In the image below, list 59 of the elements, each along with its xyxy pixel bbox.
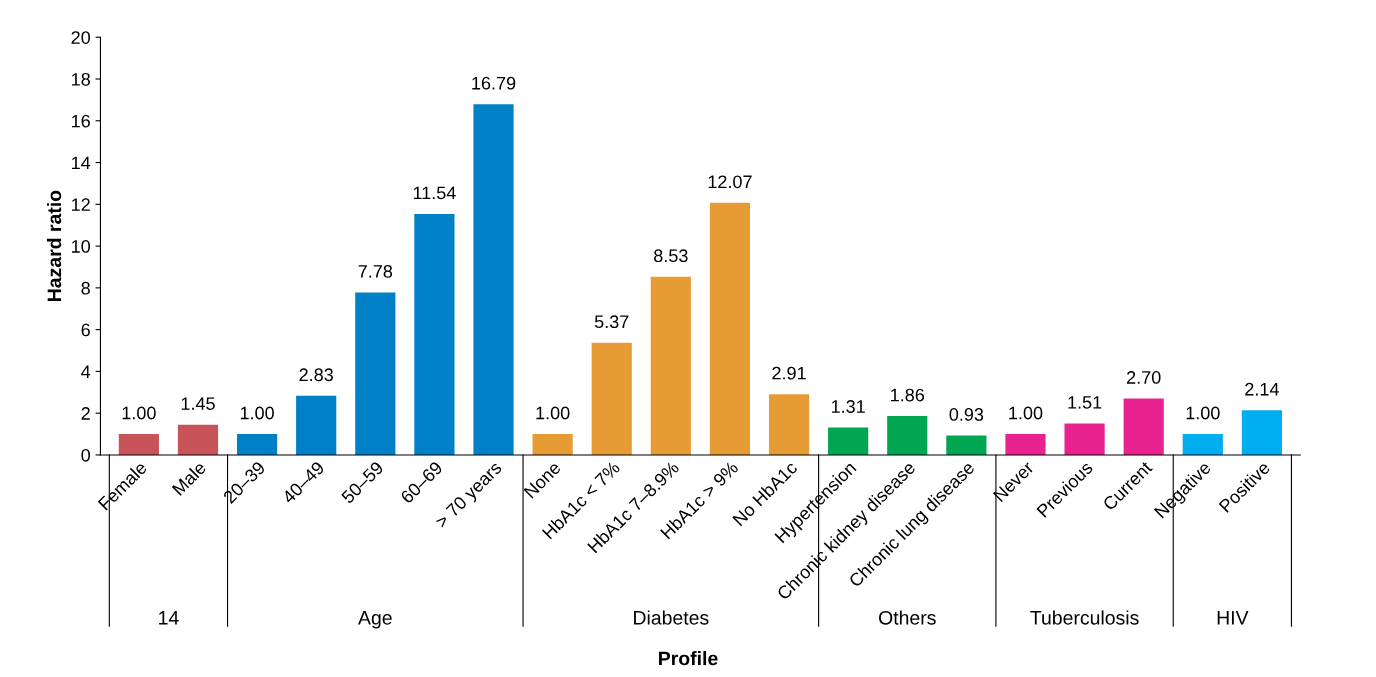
- bar: [1005, 434, 1046, 455]
- bar: [768, 394, 810, 455]
- data-label: 11.54: [413, 186, 456, 200]
- data-label: 1.00: [536, 406, 570, 420]
- y-tick-label: 10: [72, 240, 91, 253]
- bar: [473, 104, 514, 455]
- data-label: 12.07: [708, 175, 752, 189]
- data-label: 2.70: [1127, 371, 1161, 384]
- data-label: 1.31: [831, 400, 865, 413]
- y-tick-label: 12: [72, 198, 90, 211]
- text: HIV: [1217, 611, 1249, 625]
- data-label: 2.83: [299, 368, 333, 382]
- data-label: 2.14: [1245, 382, 1279, 396]
- y-tick-label: 0: [81, 448, 91, 462]
- bar: [414, 213, 455, 455]
- data-label: 1.00: [240, 406, 274, 420]
- bar: [591, 342, 632, 455]
- bar: [118, 434, 159, 455]
- y-tick-label: 14: [72, 156, 91, 170]
- text: Others: [879, 610, 936, 625]
- y-tick-label: 20: [71, 31, 91, 44]
- bar: [296, 395, 337, 455]
- y-tick-label: 8: [81, 281, 90, 295]
- text: Age: [358, 611, 392, 629]
- bar: [828, 427, 869, 455]
- y-tick-label: 16: [72, 114, 90, 128]
- data-label: 2.91: [772, 366, 806, 380]
- data-label: 1.51: [1068, 396, 1102, 409]
- data-label: 16.79: [472, 76, 516, 90]
- data-label: 1.00: [122, 406, 156, 420]
- bar: [1123, 398, 1164, 455]
- bar: [177, 424, 219, 455]
- data-label: 1.86: [891, 388, 925, 402]
- data-label: 8.53: [654, 249, 688, 263]
- bar: [1241, 410, 1282, 455]
- data-label: 0.93: [949, 408, 984, 421]
- bar: [532, 434, 573, 455]
- text: Tuberculosis: [1030, 610, 1139, 625]
- y-tick-label: 2: [81, 407, 90, 420]
- data-label: 1.00: [1009, 406, 1043, 420]
- bar: [709, 202, 751, 455]
- y-tick-label: 4: [81, 365, 91, 378]
- bar: [355, 292, 396, 455]
- data-label: 1.45: [181, 397, 215, 410]
- bar: [236, 434, 278, 455]
- bar: [650, 276, 691, 455]
- y-axis-title: Hazard ratio: [46, 190, 62, 301]
- x-axis-title: Profile: [659, 651, 718, 666]
- text: Diabetes: [634, 610, 709, 625]
- bar: [1064, 423, 1105, 455]
- data-label: 1.00: [1186, 406, 1220, 420]
- bar: [946, 435, 987, 455]
- bar: [1182, 434, 1223, 455]
- bar: [887, 416, 928, 455]
- y-tick-label: 18: [72, 72, 90, 86]
- data-label: 5.37: [594, 315, 629, 329]
- y-tick-label: 6: [81, 323, 90, 337]
- data-label: 7.78: [358, 264, 393, 278]
- text: 14: [159, 611, 179, 625]
